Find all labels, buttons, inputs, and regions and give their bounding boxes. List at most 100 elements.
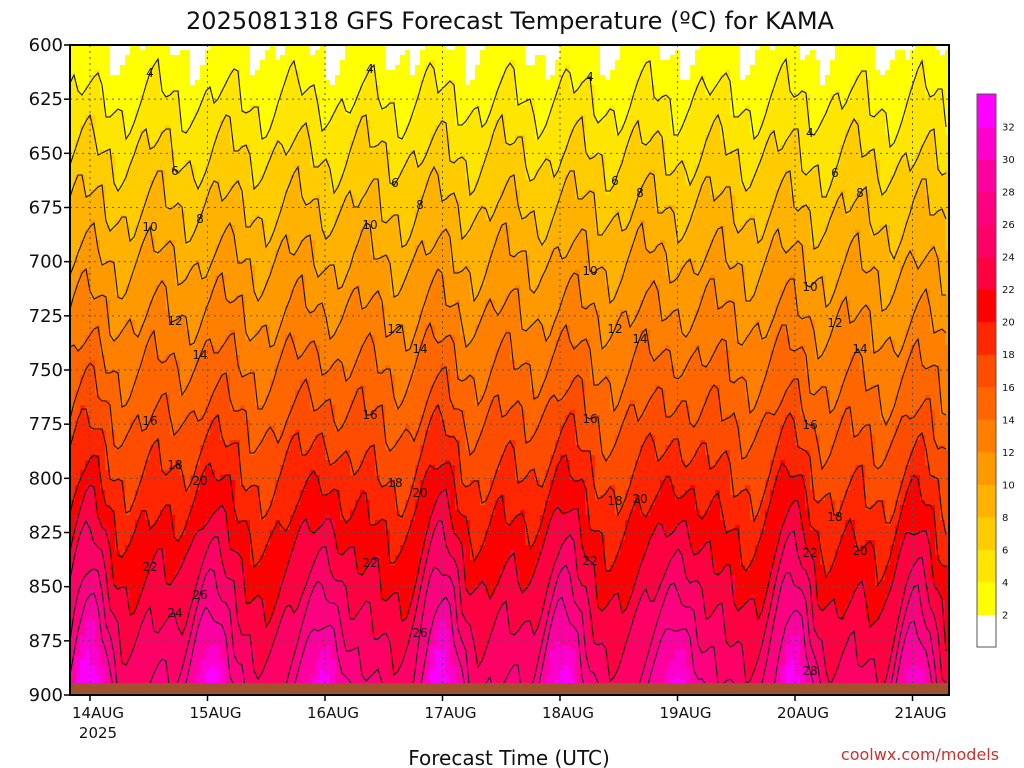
temperature-cell [385, 130, 391, 136]
temperature-cell [760, 100, 766, 106]
temperature-cell [830, 120, 836, 126]
temperature-cell [315, 170, 321, 176]
temperature-cell [160, 110, 166, 116]
temperature-cell [335, 175, 341, 181]
temperature-cell [725, 175, 731, 181]
temperature-cell [835, 115, 841, 121]
temperature-cell [900, 180, 906, 186]
temperature-cell [505, 165, 511, 171]
temperature-cell [260, 150, 266, 156]
temperature-cell [945, 65, 949, 71]
temperature-cell [695, 170, 701, 176]
temperature-cell [565, 65, 571, 71]
temperature-cell [655, 140, 661, 146]
temperature-cell [740, 120, 746, 126]
temperature-cell [600, 70, 606, 76]
temperature-cell [900, 80, 906, 86]
temperature-cell [810, 175, 816, 181]
temperature-cell [885, 140, 891, 146]
temperature-cell [865, 80, 871, 86]
temperature-cell [145, 80, 151, 86]
temperature-cell [220, 70, 226, 76]
temperature-cell [815, 170, 821, 176]
temperature-cell [920, 175, 926, 181]
temperature-cell [285, 60, 291, 66]
temperature-cell [610, 140, 616, 146]
temperature-cell [565, 130, 571, 136]
temperature-cell [435, 155, 441, 161]
temperature-cell [175, 135, 181, 141]
temperature-cell [790, 145, 796, 151]
temperature-cell [75, 115, 81, 121]
temperature-cell [940, 65, 946, 71]
temperature-cell [510, 80, 516, 86]
temperature-cell [885, 150, 891, 156]
temperature-cell [335, 160, 341, 166]
temperature-cell [510, 175, 516, 181]
temperature-cell [70, 180, 76, 186]
temperature-cell [240, 65, 246, 71]
temperature-cell [610, 175, 616, 181]
temperature-cell [585, 115, 591, 121]
temperature-cell [125, 155, 131, 161]
temperature-cell [565, 145, 571, 151]
temperature-cell [220, 110, 226, 116]
temperature-cell [320, 170, 326, 176]
temperature-cell [860, 60, 866, 66]
temperature-cell [390, 165, 396, 171]
temperature-cell [280, 180, 286, 186]
temperature-cell [435, 165, 441, 171]
temperature-cell [305, 145, 311, 151]
temperature-cell [845, 85, 851, 91]
temperature-cell [350, 160, 356, 166]
temperature-cell [80, 55, 86, 61]
temperature-cell [345, 145, 351, 151]
temperature-cell [755, 150, 761, 156]
temperature-cell [265, 160, 271, 166]
temperature-cell [110, 120, 116, 126]
temperature-cell [150, 185, 156, 191]
temperature-cell [860, 115, 866, 121]
temperature-cell [480, 135, 486, 141]
temperature-cell [75, 155, 81, 161]
temperature-cell [310, 50, 316, 56]
temperature-cell [130, 60, 136, 66]
temperature-cell [135, 70, 141, 76]
temperature-cell [610, 125, 616, 131]
temperature-cell [895, 60, 901, 66]
temperature-cell [930, 130, 936, 136]
temperature-cell [490, 85, 496, 91]
temperature-cell [780, 110, 786, 116]
temperature-cell [95, 175, 101, 181]
temperature-cell [790, 165, 796, 171]
temperature-cell [280, 155, 286, 161]
temperature-cell [360, 130, 366, 136]
temperature-cell [355, 120, 361, 126]
temperature-cell [125, 145, 131, 151]
temperature-cell [820, 60, 826, 66]
temperature-cell [155, 65, 161, 71]
temperature-cell [100, 95, 106, 101]
temperature-cell [725, 90, 731, 96]
temperature-cell [685, 90, 691, 96]
temperature-cell [360, 165, 366, 171]
temperature-cell [285, 95, 291, 101]
temperature-cell [865, 135, 871, 141]
temperature-cell [700, 160, 706, 166]
temperature-cell [780, 90, 786, 96]
temperature-cell [890, 115, 896, 121]
temperature-cell [200, 130, 206, 136]
temperature-cell [905, 135, 911, 141]
temperature-cell [715, 55, 721, 61]
temperature-cell [700, 165, 706, 171]
temperature-cell [150, 80, 156, 86]
temperature-cell [840, 100, 846, 106]
temperature-cell [595, 65, 601, 71]
temperature-cell [420, 50, 426, 56]
temperature-cell [80, 130, 86, 136]
temperature-cell [335, 180, 341, 186]
temperature-cell [585, 70, 591, 76]
temperature-cell [415, 75, 421, 81]
temperature-cell [520, 75, 526, 81]
temperature-cell [225, 145, 231, 151]
